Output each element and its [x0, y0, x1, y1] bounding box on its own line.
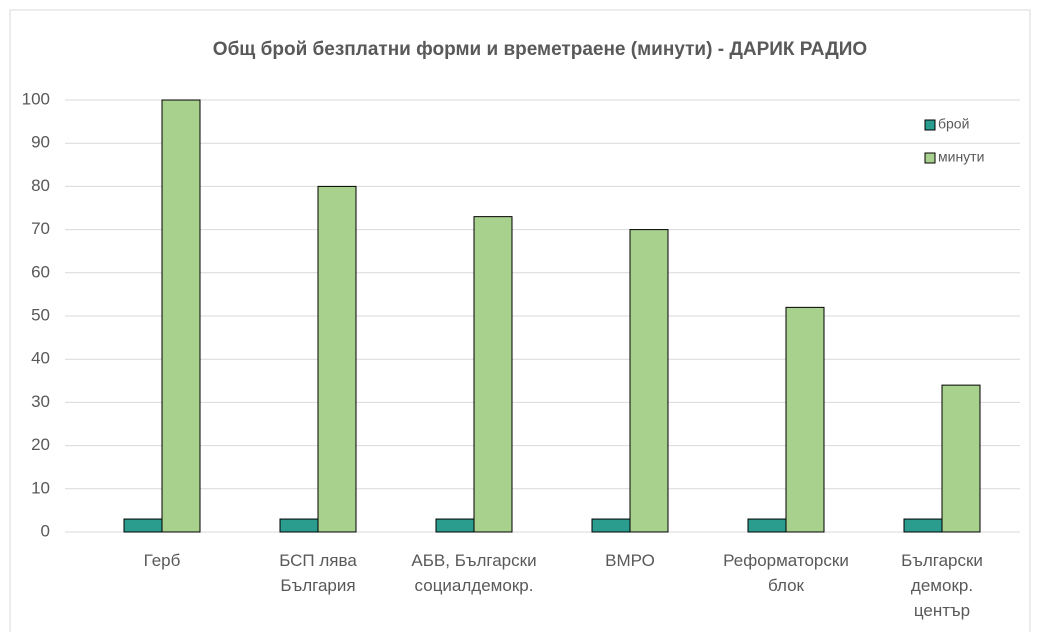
- bar: [785, 306, 825, 533]
- legend-label: брой: [938, 116, 969, 132]
- bar: [747, 518, 787, 533]
- y-tick-label: 10: [31, 478, 50, 497]
- bar: [629, 229, 669, 533]
- legend-swatch: [924, 119, 936, 131]
- chart-title: Общ брой безплатни форми и времетраене (…: [213, 39, 867, 60]
- y-tick-label: 50: [31, 305, 50, 324]
- bar: [279, 518, 319, 533]
- x-tick-label: Български демокр. център: [901, 551, 983, 620]
- y-tick-label: 80: [31, 176, 50, 195]
- x-tick-label: АБВ, Български социалдемокр.: [411, 551, 537, 595]
- bar: [473, 216, 513, 533]
- x-tick-label: Реформаторски блок: [723, 551, 849, 595]
- bar: [903, 518, 943, 533]
- y-tick-label: 20: [31, 435, 50, 454]
- bar: [161, 99, 201, 533]
- x-tick-label: Герб: [143, 551, 181, 570]
- bar: [591, 518, 631, 533]
- bar: [317, 185, 357, 533]
- bar: [435, 518, 475, 533]
- y-tick-label: 90: [31, 133, 50, 152]
- y-tick-label: 70: [31, 219, 50, 238]
- bar: [123, 518, 163, 533]
- x-tick-label: БСП лява България: [279, 551, 357, 595]
- legend-swatch: [924, 152, 936, 164]
- y-tick-label: 40: [31, 349, 50, 368]
- x-tick-label: ВМРО: [605, 551, 655, 570]
- y-tick-label: 0: [41, 521, 50, 540]
- legend-label: минути: [938, 149, 984, 165]
- y-tick-label: 100: [22, 89, 50, 108]
- y-tick-label: 60: [31, 262, 50, 281]
- chart-border: [9, 9, 1031, 632]
- y-tick-label: 30: [31, 392, 50, 411]
- bar: [941, 384, 981, 533]
